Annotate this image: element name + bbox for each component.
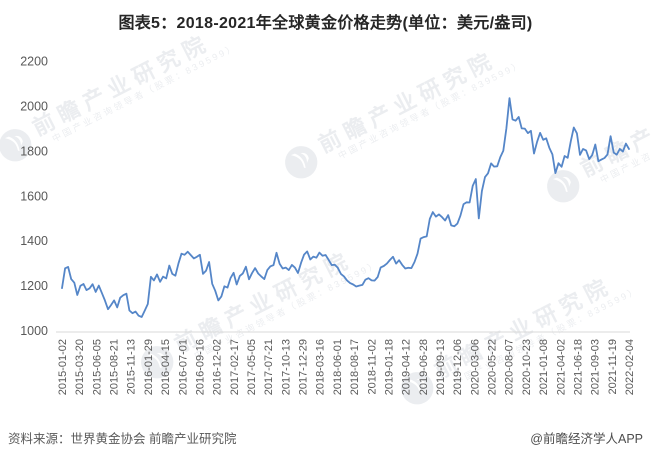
footer: 资料来源：世界黄金协会 前瞻产业研究院 @前瞻经济学人APP bbox=[8, 428, 643, 447]
x-tick-label: 2015-01-02 bbox=[57, 339, 69, 395]
y-tick-label: 2200 bbox=[20, 55, 48, 69]
y-tick-label: 1800 bbox=[20, 144, 48, 158]
x-tick-label: 2015-11-13 bbox=[126, 339, 138, 394]
x-tick-label: 2021-01-08 bbox=[538, 339, 550, 395]
x-tick-label: 2019-12-06 bbox=[452, 339, 464, 395]
x-tick-label: 2021-04-02 bbox=[555, 339, 567, 395]
x-tick-label: 2019-06-28 bbox=[418, 339, 430, 395]
gold-price-line bbox=[61, 97, 630, 318]
x-tick-label: 2020-08-07 bbox=[504, 339, 516, 395]
y-tick-label: 1400 bbox=[20, 234, 48, 248]
x-tick-label: 2018-11-02 bbox=[366, 339, 378, 394]
x-tick-label: 2015-08-21 bbox=[109, 339, 121, 395]
chart-title: 图表5：2018-2021年全球黄金价格走势(单位：美元/盎司) bbox=[118, 15, 533, 32]
x-tick-label: 2017-02-17 bbox=[229, 339, 241, 395]
x-tick-label: 2021-11-19 bbox=[607, 339, 619, 394]
credit-note: @前瞻经济学人APP bbox=[530, 432, 643, 446]
x-tick-label: 2018-03-16 bbox=[315, 339, 327, 395]
y-tick-label: 1200 bbox=[20, 279, 48, 293]
x-tick-label: 2016-01-29 bbox=[143, 339, 155, 395]
x-tick-label: 2016-12-02 bbox=[212, 339, 224, 395]
y-tick-label: 1000 bbox=[20, 324, 48, 338]
x-tick-label: 2018-06-01 bbox=[332, 339, 344, 395]
x-tick-label: 2017-05-05 bbox=[246, 339, 258, 395]
x-tick-label: 2017-12-29 bbox=[298, 339, 310, 395]
x-tick-label: 2015-03-20 bbox=[74, 339, 86, 395]
x-tick-label: 2020-05-22 bbox=[487, 339, 499, 395]
y-tick-label: 1600 bbox=[20, 189, 48, 203]
x-tick-label: 2016-07-01 bbox=[177, 339, 189, 395]
x-tick-label: 2017-07-21 bbox=[263, 339, 275, 395]
x-tick-label: 2019-09-13 bbox=[435, 339, 447, 395]
x-tick-label: 2018-08-17 bbox=[349, 339, 361, 395]
x-tick-label: 2015-06-05 bbox=[91, 339, 103, 395]
source-note: 资料来源：世界黄金协会 前瞻产业研究院 bbox=[8, 432, 237, 446]
x-tick-label: 2017-10-13 bbox=[280, 339, 292, 395]
x-tick-label: 2019-01-18 bbox=[383, 339, 395, 395]
x-tick-label: 2022-02-04 bbox=[624, 339, 636, 395]
x-tick-label: 2019-04-12 bbox=[401, 339, 413, 395]
y-tick-label: 2000 bbox=[20, 99, 48, 113]
x-tick-label: 2021-06-18 bbox=[572, 339, 584, 395]
x-tick-label: 2021-09-03 bbox=[590, 339, 602, 395]
x-tick-label: 2016-09-16 bbox=[194, 339, 206, 395]
x-tick-label: 2020-03-06 bbox=[469, 339, 481, 395]
x-tick-label: 2020-10-23 bbox=[521, 339, 533, 395]
x-tick-label: 2016-04-15 bbox=[160, 339, 172, 395]
